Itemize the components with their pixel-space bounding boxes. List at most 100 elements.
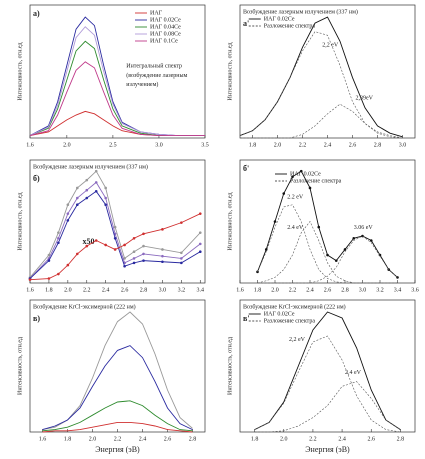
x-tick-label: 2.6 <box>164 436 172 442</box>
data-point <box>123 257 126 260</box>
panel-label: б' <box>243 164 249 173</box>
x-tick-label: 2.2 <box>309 436 317 442</box>
data-point <box>334 259 338 262</box>
x-tick-label: 2.0 <box>63 142 71 148</box>
x-axis-label: Энергия (эВ) <box>95 445 140 454</box>
data-point <box>161 260 164 264</box>
data-point <box>142 259 145 262</box>
x-tick-label: 2.4 <box>102 287 110 293</box>
x-tick-label: 2.0 <box>271 287 279 293</box>
data-point <box>317 225 321 229</box>
x-tick-label: 3.0 <box>155 142 163 148</box>
series-line <box>239 31 403 139</box>
data-point <box>75 252 79 256</box>
annotation: (возбуждение лазерным <box>126 72 187 79</box>
x-tick-label: 3.4 <box>394 287 402 293</box>
data-point <box>198 231 202 234</box>
x-tick-label: 2.5 <box>109 142 117 148</box>
data-point <box>123 243 126 247</box>
annotation: x50 <box>83 237 95 246</box>
data-point <box>94 190 98 193</box>
data-point <box>104 186 107 190</box>
series-line <box>240 103 403 139</box>
data-point <box>47 277 51 280</box>
panel-label: б) <box>33 174 40 183</box>
data-point <box>161 228 164 231</box>
series-line <box>239 16 403 138</box>
data-point <box>142 252 145 256</box>
chart-title: Возбуждение KrCl-эксимерной (222 нм) <box>33 303 136 310</box>
data-point <box>85 244 89 248</box>
series-line <box>29 110 205 137</box>
data-point <box>132 250 136 253</box>
x-tick-label: 1.8 <box>251 436 259 442</box>
x-tick-label: 2.6 <box>121 287 129 293</box>
legend-label: ИАГ 0.02Ce <box>290 171 321 177</box>
x-tick-label: 3.2 <box>376 287 384 293</box>
data-point <box>198 242 202 246</box>
x-tick-label: 3.0 <box>399 142 407 148</box>
data-point <box>66 263 70 267</box>
data-point <box>66 212 70 215</box>
x-tick-label: 3.0 <box>359 287 367 293</box>
x-tick-label: 3.6 <box>411 287 419 293</box>
x-tick-label: 1.6 <box>26 287 34 293</box>
data-point <box>291 175 294 179</box>
x-tick-label: 3.5 <box>201 142 209 148</box>
annotation: 2.2 eV <box>287 194 304 200</box>
data-point <box>161 248 164 251</box>
data-point <box>198 212 202 215</box>
series-line <box>257 204 398 284</box>
x-tick-label: 3.2 <box>178 287 186 293</box>
data-point <box>142 244 145 248</box>
x-tick-label: 1.8 <box>45 287 53 293</box>
chart-title: Возбуждение лазерным излучением (337 нм) <box>33 163 148 170</box>
panel-label: а) <box>33 9 40 18</box>
plot-frame <box>29 299 206 433</box>
series-line <box>42 311 193 431</box>
x-tick-label: 2.8 <box>341 287 349 293</box>
x-tick-label: 2.0 <box>280 436 288 442</box>
data-point <box>123 264 126 268</box>
data-point <box>369 239 373 242</box>
annotation: 2,39eV <box>356 95 374 101</box>
series-line <box>29 213 201 281</box>
x-axis-label: Энергия (эВ) <box>305 445 350 454</box>
data-point <box>132 236 136 240</box>
data-point <box>28 278 32 281</box>
chart-title: Возбуждение лазерным излучением (337 нм) <box>243 8 358 15</box>
x-tick-label: 3.4 <box>197 287 205 293</box>
x-tick-label: 3.0 <box>159 287 167 293</box>
y-axis-label: Интенсивность, отн.ед <box>17 42 23 100</box>
legend-label: Разложение спектра <box>264 318 316 324</box>
annotation: Интегральный спектр <box>126 63 182 70</box>
data-point <box>132 261 136 265</box>
y-axis-label: Интенсивность, отн.ед <box>227 337 233 395</box>
legend-label: ИАГ 0.02Ce <box>150 17 181 23</box>
x-tick-label: 2.0 <box>64 287 72 293</box>
series-line <box>29 181 201 279</box>
y-axis-label: Интенсивность, отн.ед <box>227 42 233 100</box>
data-point <box>343 248 347 251</box>
annotation: 3.06 eV <box>354 225 374 231</box>
data-point <box>299 169 303 173</box>
plot-frame <box>239 299 416 433</box>
data-point <box>326 253 329 257</box>
y-axis-label: Интенсивность, отн.ед <box>227 192 233 250</box>
data-point <box>104 203 107 207</box>
series-line <box>254 381 401 433</box>
x-tick-label: 1.8 <box>64 436 72 442</box>
series-line <box>257 235 398 284</box>
series-line <box>29 170 201 278</box>
x-tick-label: 1.8 <box>254 287 262 293</box>
data-point <box>47 259 51 262</box>
data-point <box>75 196 79 200</box>
series-line <box>254 335 401 433</box>
plot-frame <box>29 4 206 139</box>
plot-frame <box>29 159 206 284</box>
legend-label: ИАГ 0.1Ce <box>150 38 178 44</box>
legend-label: ИАГ 0.08Ce <box>150 31 181 37</box>
series-line <box>257 170 398 278</box>
data-point <box>75 186 79 190</box>
